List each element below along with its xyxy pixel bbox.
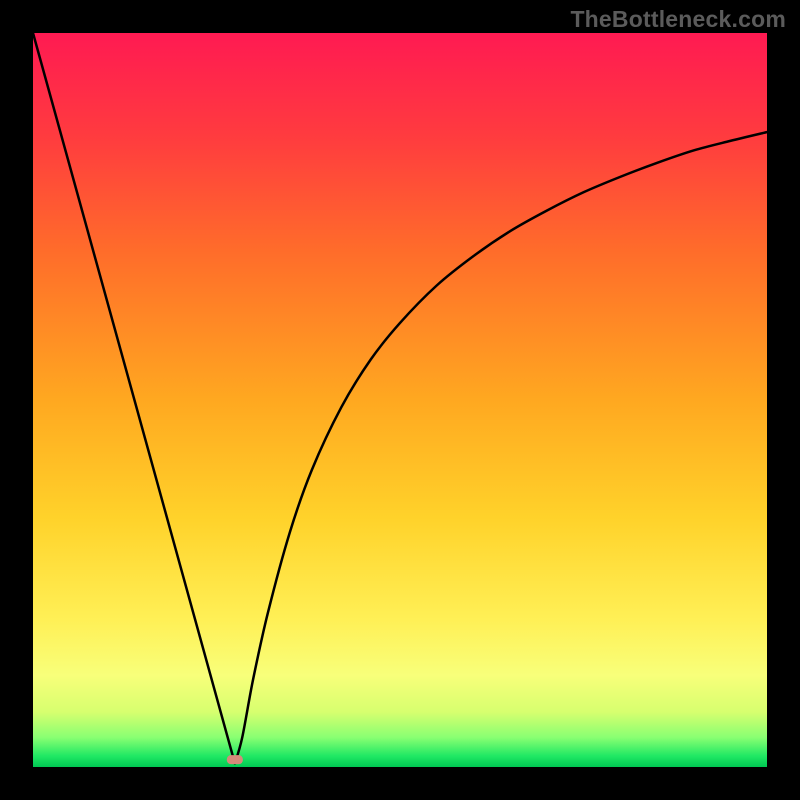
plot-area: [33, 33, 767, 767]
chart-frame: TheBottleneck.com: [0, 0, 800, 800]
gradient-background: [33, 33, 767, 767]
watermark-text: TheBottleneck.com: [570, 6, 786, 33]
chart-svg: [33, 33, 767, 767]
notch-marker: [227, 755, 243, 764]
